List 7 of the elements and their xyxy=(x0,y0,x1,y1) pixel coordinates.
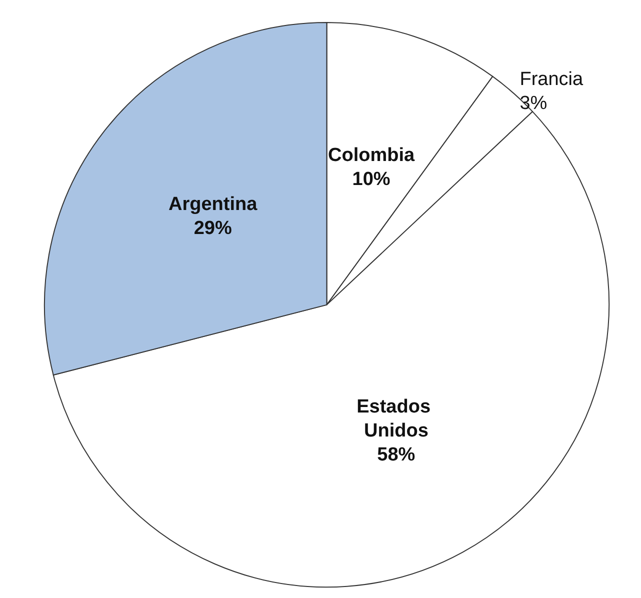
data-label: 58% xyxy=(377,444,416,466)
data-label: 29% xyxy=(194,218,232,239)
slice-label: Francia xyxy=(520,69,584,90)
slice-label: Argentina xyxy=(168,194,258,215)
slice-label: Colombia xyxy=(328,145,415,166)
slice-label: Estados Unidos xyxy=(356,396,436,442)
data-label: 10% xyxy=(352,169,390,190)
